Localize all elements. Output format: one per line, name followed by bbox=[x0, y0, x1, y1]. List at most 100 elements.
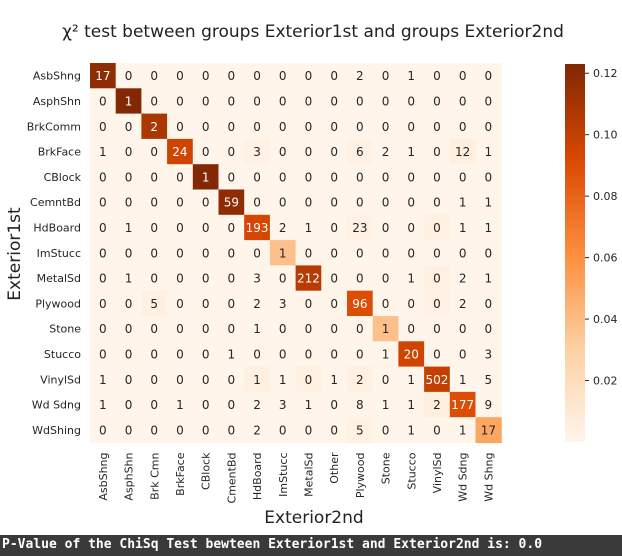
column-tick-label: Brk Cmn bbox=[148, 452, 161, 499]
heatmap-cell bbox=[398, 366, 425, 393]
heatmap-cell bbox=[295, 214, 322, 241]
heatmap-cell bbox=[424, 240, 451, 266]
heatmap-cell bbox=[141, 88, 168, 115]
cell-value-label: 0 bbox=[176, 272, 184, 286]
heatmap-cell bbox=[321, 63, 348, 89]
heatmap-cell bbox=[372, 88, 399, 115]
cell-value-label: 0 bbox=[356, 272, 364, 286]
cell-value-label: 0 bbox=[459, 170, 467, 184]
heatmap-cell bbox=[449, 240, 477, 266]
heatmap-cell bbox=[347, 88, 374, 115]
cell-value-label: 0 bbox=[150, 246, 158, 260]
cell-value-label: 1 bbox=[382, 398, 390, 412]
heatmap-cell bbox=[475, 214, 502, 241]
cell-value-label: 0 bbox=[150, 373, 158, 387]
cell-value-label: 0 bbox=[330, 196, 338, 210]
cell-value-label: 1 bbox=[407, 398, 415, 412]
heatmap-cell bbox=[449, 290, 477, 317]
cell-value-label: 2 bbox=[459, 272, 467, 286]
chart-title: χ² test between groups Exterior1st and g… bbox=[62, 22, 564, 42]
cell-value-label: 0 bbox=[99, 297, 107, 311]
column-tick-label: Wd Shng bbox=[482, 453, 495, 502]
y-axis-label: Exterior1st bbox=[5, 207, 25, 301]
colorbar-tick-label: 0.12 bbox=[593, 67, 618, 80]
heatmap-cell bbox=[449, 138, 477, 165]
row-tick-label: CemntBd bbox=[30, 196, 81, 209]
heatmap-cell bbox=[244, 290, 271, 317]
cell-value-label: 0 bbox=[228, 398, 236, 412]
heatmap-cell bbox=[167, 189, 194, 216]
heatmap-cell bbox=[475, 88, 502, 115]
row-tick-label: WdShing bbox=[32, 424, 81, 437]
cell-value-label: 1 bbox=[485, 196, 493, 210]
heatmap-cell bbox=[90, 417, 117, 444]
heatmap-cell bbox=[192, 366, 220, 393]
heatmap-cell bbox=[295, 164, 322, 191]
heatmap-cell bbox=[475, 391, 502, 418]
cell-value-label: 1 bbox=[485, 221, 493, 235]
heatmap-cell bbox=[269, 164, 297, 191]
cell-value-label: 0 bbox=[330, 221, 338, 235]
cell-value-label: 0 bbox=[99, 423, 107, 437]
row-tick-label: CBlock bbox=[44, 171, 82, 184]
cell-value-label: 5 bbox=[356, 423, 364, 437]
heatmap-cell bbox=[90, 290, 117, 317]
heatmap-cell bbox=[192, 290, 220, 317]
row-tick-label: AsbShng bbox=[33, 70, 81, 83]
heatmap-cell bbox=[372, 113, 399, 140]
heatmap-cell bbox=[218, 113, 245, 140]
heatmap-cell bbox=[372, 164, 399, 191]
heatmap-cell bbox=[115, 265, 142, 292]
heatmap-cell bbox=[192, 164, 220, 191]
cell-value-label: 1 bbox=[382, 322, 390, 336]
cell-value-label: 0 bbox=[459, 246, 467, 260]
heatmap-cell bbox=[398, 290, 425, 317]
cell-value-label: 0 bbox=[330, 297, 338, 311]
cell-value-label: 0 bbox=[176, 373, 184, 387]
heatmap-cell bbox=[218, 88, 245, 115]
cell-value-label: 0 bbox=[99, 221, 107, 235]
heatmap-cell bbox=[192, 189, 220, 216]
heatmap-cell bbox=[269, 189, 297, 216]
heatmap-cell bbox=[424, 417, 451, 444]
cell-value-label: 0 bbox=[125, 246, 133, 260]
heatmap-cell bbox=[295, 189, 322, 216]
cell-value-label: 0 bbox=[99, 246, 107, 260]
cell-value-label: 193 bbox=[246, 221, 269, 235]
heatmap-cell bbox=[115, 290, 142, 317]
heatmap-cell bbox=[321, 113, 348, 140]
heatmap-cell bbox=[141, 138, 168, 165]
heatmap-cell bbox=[347, 417, 374, 444]
cell-value-label: 0 bbox=[356, 170, 364, 184]
cell-value-label: 0 bbox=[125, 170, 133, 184]
cell-value-label: 1 bbox=[305, 221, 313, 235]
heatmap-cell bbox=[269, 214, 297, 241]
cell-value-label: 0 bbox=[330, 145, 338, 159]
cell-value-label: 0 bbox=[382, 423, 390, 437]
heatmap-cell bbox=[475, 290, 502, 317]
heatmap-cell bbox=[475, 341, 502, 368]
heatmap-cell bbox=[192, 391, 220, 418]
heatmap-cell bbox=[115, 214, 142, 241]
cell-value-label: 0 bbox=[330, 94, 338, 108]
cell-value-label: 1 bbox=[459, 221, 467, 235]
heatmap-cell bbox=[192, 265, 220, 292]
heatmap-cell bbox=[90, 63, 117, 89]
cell-value-label: 0 bbox=[253, 347, 261, 361]
heatmap-cell bbox=[90, 391, 117, 418]
cell-value-label: 0 bbox=[253, 246, 261, 260]
heatmap-cell bbox=[372, 265, 399, 292]
cell-value-label: 0 bbox=[176, 347, 184, 361]
heatmap-cell bbox=[424, 214, 451, 241]
cell-value-label: 1 bbox=[99, 145, 107, 159]
heatmap-cell bbox=[321, 290, 348, 317]
heatmap-cell bbox=[90, 88, 117, 115]
heatmap-cell bbox=[475, 138, 502, 165]
cell-value-label: 0 bbox=[99, 347, 107, 361]
heatmap-cell bbox=[449, 391, 477, 418]
heatmap-cell bbox=[192, 63, 220, 89]
heatmap-cell bbox=[449, 63, 477, 89]
cell-value-label: 0 bbox=[202, 221, 210, 235]
heatmap-cell bbox=[449, 113, 477, 140]
heatmap-cell bbox=[141, 164, 168, 191]
